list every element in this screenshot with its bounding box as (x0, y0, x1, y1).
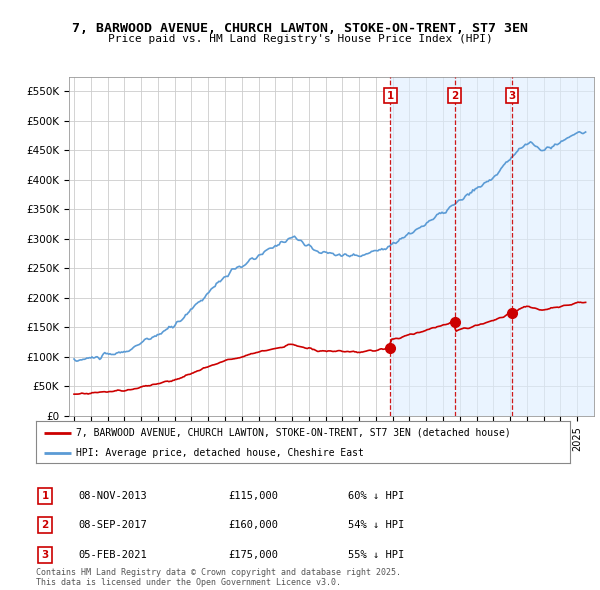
Text: 55% ↓ HPI: 55% ↓ HPI (348, 550, 404, 559)
Bar (391, 77, 594, 416)
Text: 1: 1 (387, 91, 394, 100)
Text: 7, BARWOOD AVENUE, CHURCH LAWTON, STOKE-ON-TRENT, ST7 3EN (detached house): 7, BARWOOD AVENUE, CHURCH LAWTON, STOKE-… (76, 428, 511, 438)
Text: 2: 2 (451, 91, 458, 100)
Text: 7, BARWOOD AVENUE, CHURCH LAWTON, STOKE-ON-TRENT, ST7 3EN: 7, BARWOOD AVENUE, CHURCH LAWTON, STOKE-… (72, 22, 528, 35)
Text: £160,000: £160,000 (228, 520, 278, 530)
Text: 05-FEB-2021: 05-FEB-2021 (78, 550, 147, 559)
Text: 3: 3 (41, 550, 49, 559)
Text: 1: 1 (41, 491, 49, 500)
Text: £175,000: £175,000 (228, 550, 278, 559)
Text: Contains HM Land Registry data © Crown copyright and database right 2025.
This d: Contains HM Land Registry data © Crown c… (36, 568, 401, 587)
Text: 3: 3 (508, 91, 515, 100)
Text: 08-NOV-2013: 08-NOV-2013 (78, 491, 147, 500)
Text: 54% ↓ HPI: 54% ↓ HPI (348, 520, 404, 530)
Text: 60% ↓ HPI: 60% ↓ HPI (348, 491, 404, 500)
Text: 08-SEP-2017: 08-SEP-2017 (78, 520, 147, 530)
Text: HPI: Average price, detached house, Cheshire East: HPI: Average price, detached house, Ches… (76, 448, 364, 457)
Text: 2: 2 (41, 520, 49, 530)
Text: £115,000: £115,000 (228, 491, 278, 500)
Text: Price paid vs. HM Land Registry's House Price Index (HPI): Price paid vs. HM Land Registry's House … (107, 34, 493, 44)
